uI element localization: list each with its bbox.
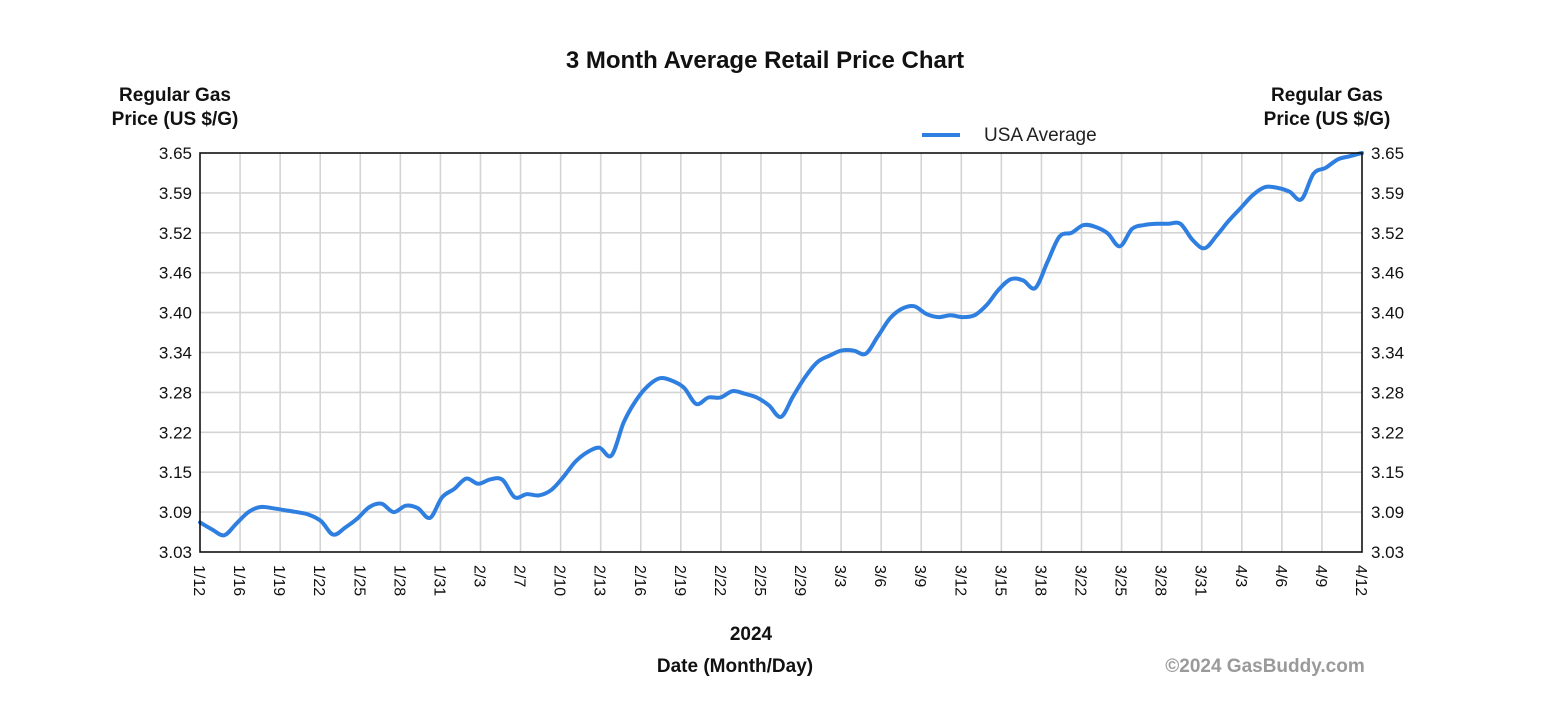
- x-tick-label: 2/19: [671, 565, 688, 596]
- x-tick-label: 1/31: [430, 565, 447, 596]
- y-tick-label-left: 3.28: [159, 383, 192, 402]
- x-tick-label: 1/22: [310, 565, 327, 596]
- y-axis-title-left-line1: Regular Gas: [119, 85, 231, 106]
- y-tick-label-right: 3.09: [1371, 503, 1404, 522]
- y-tick-label-right: 3.46: [1371, 264, 1404, 283]
- x-tick-label: 1/28: [390, 565, 407, 596]
- chart-title: 3 Month Average Retail Price Chart: [566, 47, 964, 74]
- x-tick-label: 1/19: [270, 565, 287, 596]
- y-tick-label-right: 3.28: [1371, 383, 1404, 402]
- y-tick-label-right: 3.52: [1371, 224, 1404, 243]
- x-tick-label: 4/6: [1272, 565, 1289, 587]
- x-tick-label: 3/6: [871, 565, 888, 587]
- chart-legend: USA Average: [922, 125, 1097, 146]
- x-tick-label: 3/31: [1192, 565, 1209, 596]
- x-tick-label: 1/12: [190, 565, 207, 596]
- series-layer: [198, 151, 1364, 538]
- series-line-usa-average: [198, 151, 1364, 538]
- x-axis-year-label: 2024: [730, 624, 773, 645]
- x-tick-label: 3/12: [951, 565, 968, 596]
- x-tick-label: 2/22: [711, 565, 728, 596]
- x-tick-label: 1/25: [350, 565, 367, 596]
- y-axis-title-right-line1: Regular Gas: [1271, 85, 1383, 106]
- y-tick-label-left: 3.03: [159, 543, 192, 562]
- y-tick-label-left: 3.46: [159, 264, 192, 283]
- legend-label-usa-average: USA Average: [984, 125, 1097, 146]
- x-axis-title: Date (Month/Day): [657, 656, 813, 677]
- plot-area-frame: [199, 152, 1363, 553]
- x-tick-label: 3/3: [831, 565, 848, 587]
- x-tick-label: 4/12: [1352, 565, 1369, 596]
- x-tick-label: 2/29: [791, 565, 808, 596]
- x-tick-label: 2/25: [751, 565, 768, 596]
- y-tick-label-right: 3.22: [1371, 423, 1404, 442]
- x-tick-label: 3/25: [1112, 565, 1129, 596]
- x-tick-label: 3/28: [1152, 565, 1169, 596]
- x-tick-label: 2/7: [511, 565, 528, 587]
- y-tick-label-left: 3.22: [159, 423, 192, 442]
- y-tick-label-left: 3.15: [159, 463, 192, 482]
- y-tick-label-right: 3.34: [1371, 344, 1404, 363]
- x-tick-label: 3/15: [991, 565, 1008, 596]
- x-tick-label: 4/3: [1232, 565, 1249, 587]
- x-tick-label: 2/3: [470, 565, 487, 587]
- y-tick-label-left: 3.52: [159, 224, 192, 243]
- y-tick-label-left: 3.40: [159, 304, 192, 323]
- y-tick-label-right: 3.65: [1371, 144, 1404, 163]
- y-axis-right: 3.65 3.59 3.52 3.46 3.40 3.34 3.28 3.22 3.15 3.09…: [1371, 144, 1404, 562]
- y-axis-left: 3.65 3.59 3.52 3.46 3.40 3.34 3.28 3.22 3.15 3.09…: [159, 144, 192, 562]
- y-tick-label-right: 3.15: [1371, 463, 1404, 482]
- x-tick-label: 1/16: [230, 565, 247, 596]
- x-tick-label: 3/18: [1031, 565, 1048, 596]
- y-tick-label-left: 3.65: [159, 144, 192, 163]
- y-tick-label-left: 3.59: [159, 184, 192, 203]
- x-tick-label: 3/22: [1072, 565, 1089, 596]
- y-tick-label-right: 3.59: [1371, 184, 1404, 203]
- grid-lines: [200, 153, 1362, 552]
- x-tick-label: 3/9: [911, 565, 928, 587]
- y-tick-label-left: 3.34: [159, 344, 192, 363]
- y-tick-label-left: 3.09: [159, 503, 192, 522]
- copyright-credit: ©2024 GasBuddy.com: [1165, 656, 1365, 677]
- x-tick-label: 2/13: [591, 565, 608, 596]
- x-axis: 1/12 1/16 1/19 1/22 1/25 1/28 1/31 2/3 2/7 2/10 2/…: [190, 565, 1369, 596]
- y-tick-label-right: 3.03: [1371, 543, 1404, 562]
- x-tick-label: 4/9: [1312, 565, 1329, 587]
- x-tick-label: 2/10: [551, 565, 568, 596]
- x-tick-label: 2/16: [631, 565, 648, 596]
- y-tick-label-right: 3.40: [1371, 304, 1404, 323]
- y-axis-title-right-line2: Price (US $/G): [1264, 109, 1391, 130]
- y-axis-title-left-line2: Price (US $/G): [112, 109, 239, 130]
